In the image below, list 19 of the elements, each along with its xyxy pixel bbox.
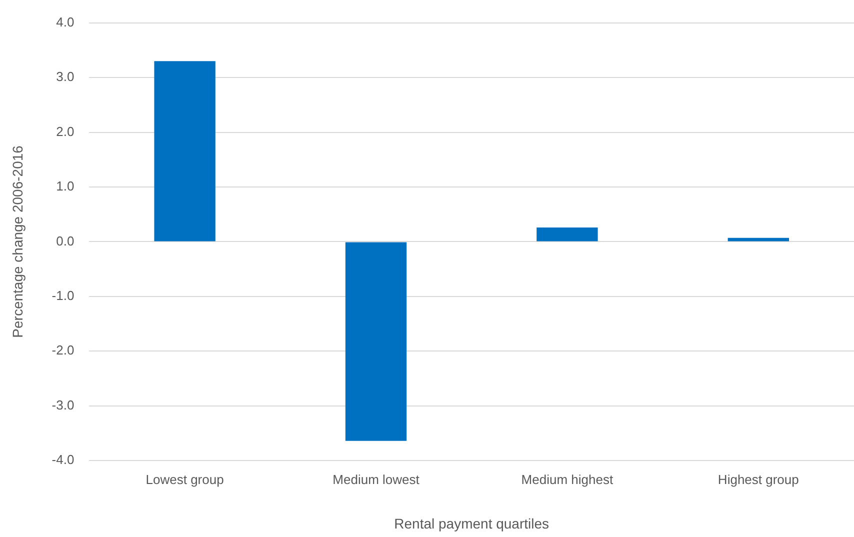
y-tick-label: 2.0 [56,124,74,139]
x-tick-label: Highest group [718,472,799,487]
y-tick-label: 0.0 [56,233,74,248]
y-tick-label: 4.0 [56,14,74,30]
x-axis-title: Rental payment quartiles [394,515,550,532]
x-tick-label: Medium highest [521,472,614,487]
x-tick-label: Medium lowest [332,472,420,487]
y-tick-label: -3.0 [52,397,74,412]
y-tick-label: 1.0 [56,178,74,194]
y-tick-label: -1.0 [52,288,74,304]
bar [154,61,216,242]
bar [345,242,407,441]
bar [728,238,789,242]
x-tick-label: Lowest group [146,472,224,487]
y-tick-label: -4.0 [52,452,74,468]
y-tick-label: -2.0 [52,342,74,358]
bar [536,227,598,242]
y-axis-title: Percentage change 2006-2016 [9,145,26,338]
y-tick-label: 3.0 [56,69,74,84]
